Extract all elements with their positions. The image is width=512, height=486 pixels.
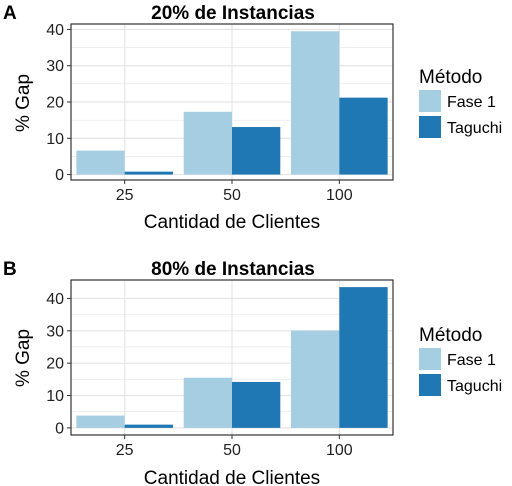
panel-a: A 20% de Instancias 0 10 20 30 40 25 50 100 % G…	[3, 3, 502, 233]
x-tick-label-100-b: 100	[326, 442, 353, 459]
x-tick-label-25-a: 25	[116, 187, 134, 204]
legend-label-fase1-a: Fase 1	[447, 94, 496, 111]
bar-taguchi-100-a	[339, 97, 388, 175]
x-axis-title-b: Cantidad de Clientes	[144, 468, 320, 486]
y-tick-label-10-b: 10	[46, 388, 64, 405]
bar-fase1-50-a	[183, 111, 232, 175]
y-axis-title-a: % Gap	[13, 74, 34, 132]
legend-title-a: Método	[419, 67, 482, 88]
y-tick-label-20-b: 20	[46, 356, 64, 373]
chart-title-b: 80% de Instancias	[151, 259, 315, 280]
y-tick-label-10-a: 10	[46, 131, 64, 148]
bar-fase1-25-b	[76, 415, 125, 428]
legend-label-taguchi-b: Taguchi	[447, 378, 502, 395]
bar-fase1-50-b	[183, 377, 232, 428]
y-tick-label-40-b: 40	[46, 291, 64, 308]
bar-taguchi-50-b	[232, 381, 281, 428]
bar-taguchi-25-a	[124, 171, 173, 175]
y-tick-label-30-a: 30	[46, 58, 64, 75]
bar-taguchi-25-b	[124, 424, 173, 428]
legend-b: Método Fase 1 Taguchi	[419, 325, 502, 396]
plot-area-a: 0 10 20 30 40 25 50 100	[46, 22, 394, 204]
y-axis-title-b: % Gap	[13, 329, 34, 387]
bar-taguchi-100-b	[339, 287, 388, 428]
legend-key-taguchi-a	[419, 116, 441, 138]
legend-title-b: Método	[419, 325, 482, 346]
bar-fase1-100-b	[291, 330, 340, 428]
legend-a: Método Fase 1 Taguchi	[419, 67, 502, 138]
panel-letter-a: A	[3, 3, 17, 24]
bar-fase1-100-a	[291, 31, 340, 175]
chart-title-a: 20% de Instancias	[151, 3, 315, 24]
y-tick-label-40-a: 40	[46, 22, 64, 39]
x-tick-label-50-b: 50	[223, 442, 241, 459]
legend-label-taguchi-a: Taguchi	[447, 120, 502, 137]
panel-letter-b: B	[3, 259, 17, 280]
bar-fase1-25-a	[76, 150, 125, 175]
x-axis-title-a: Cantidad de Clientes	[144, 212, 320, 233]
y-tick-label-20-a: 20	[46, 95, 64, 112]
bar-taguchi-50-a	[232, 127, 281, 175]
legend-key-taguchi-b	[419, 374, 441, 396]
y-tick-label-0-a: 0	[55, 167, 64, 184]
y-tick-label-30-b: 30	[46, 323, 64, 340]
legend-label-fase1-b: Fase 1	[447, 352, 496, 369]
panel-b: B 80% de Instancias 0 10 20 30 40 25 50 100 % G…	[3, 259, 502, 486]
legend-key-fase1-a	[419, 90, 441, 112]
plot-area-b: 0 10 20 30 40 25 50 100	[46, 279, 394, 459]
x-tick-label-25-b: 25	[116, 442, 134, 459]
x-tick-label-100-a: 100	[326, 187, 353, 204]
legend-key-fase1-b	[419, 348, 441, 370]
y-tick-label-0-b: 0	[55, 420, 64, 437]
x-tick-label-50-a: 50	[223, 187, 241, 204]
